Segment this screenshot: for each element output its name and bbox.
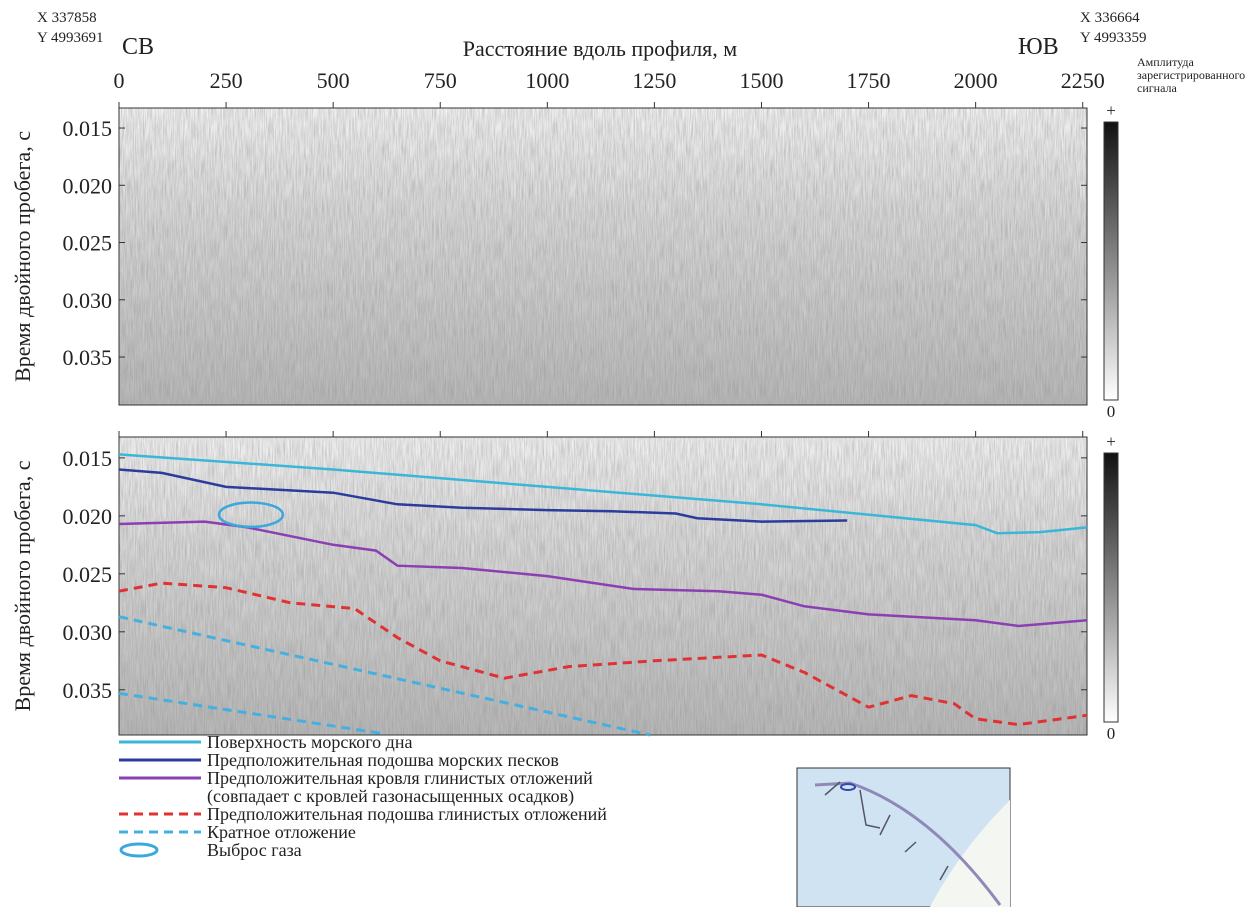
legend-label: Предположительная кровля глинистых отлож… <box>207 769 593 805</box>
y-tick-label: 0.025 <box>63 231 113 256</box>
legend-swatch <box>119 751 201 769</box>
y-tick-label: 0.020 <box>63 173 113 198</box>
colorbar-min: 0 <box>1107 724 1116 743</box>
legend-ellipse <box>121 844 157 856</box>
legend-entry: Выброс газа <box>119 841 607 859</box>
y-tick-label: 0.020 <box>63 504 113 529</box>
legend-entry: Кратное отложение <box>119 823 607 841</box>
corner-y: Y 4993691 <box>37 30 104 46</box>
colorbar <box>1104 122 1118 400</box>
colorbar-max: + <box>1106 432 1116 451</box>
x-tick-label: 250 <box>210 68 243 93</box>
legend-swatch <box>119 805 201 823</box>
legend-entry: Предположительная кровля глинистых отлож… <box>119 769 607 805</box>
legend-swatch <box>119 769 201 787</box>
x-tick-label: 1750 <box>847 68 891 93</box>
inset-map <box>797 768 1010 907</box>
y-tick-label: 0.030 <box>63 620 113 645</box>
x-tick-label: 750 <box>424 68 457 93</box>
legend-swatch <box>119 823 201 841</box>
colorbar-title: зарегистрированного <box>1137 68 1245 82</box>
corner-x: X 337858 <box>37 10 97 26</box>
colorbar-title: Амплитуда <box>1137 55 1195 69</box>
x-tick-label: 1500 <box>739 68 783 93</box>
legend-label: Предположительная подошва глинистых отло… <box>207 805 607 823</box>
x-tick-label: 500 <box>317 68 350 93</box>
y-tick-label: 0.015 <box>63 446 113 471</box>
figure: X 337858 Y 4993691 СВ X 336664 Y 4993359… <box>0 0 1259 907</box>
colorbar <box>1104 453 1118 722</box>
legend-swatch <box>119 733 201 751</box>
x-axis-label: Расстояние вдоль профиля, м <box>463 36 738 61</box>
x-tick-label: 2250 <box>1061 68 1105 93</box>
seismic-texture <box>119 108 1087 405</box>
x-tick-label: 2000 <box>954 68 998 93</box>
y-tick-label: 0.025 <box>63 562 113 587</box>
legend-entry: Предположительная подошва морских песков <box>119 751 607 769</box>
y-tick-label: 0.035 <box>63 678 113 703</box>
legend-label: Выброс газа <box>207 841 302 859</box>
colorbar-title: сигнала <box>1137 81 1178 95</box>
legend-swatch <box>119 841 201 859</box>
seismic-texture <box>119 437 1087 735</box>
corner-label: ЮВ <box>1018 34 1059 60</box>
x-tick-label: 1250 <box>632 68 676 93</box>
y-tick-label: 0.030 <box>63 288 113 313</box>
colorbar-max: + <box>1106 101 1116 120</box>
colorbar-min: 0 <box>1107 402 1116 421</box>
corner-y: Y 4993359 <box>1080 30 1147 46</box>
x-tick-label: 1000 <box>525 68 569 93</box>
y-tick-label: 0.015 <box>63 116 113 141</box>
legend-label: Поверхность морского дна <box>207 733 412 751</box>
corner-label: СВ <box>122 34 154 60</box>
y-axis-label: Время двойного пробега, с <box>10 131 35 382</box>
x-tick-label: 0 <box>114 68 125 93</box>
legend-entry: Поверхность морского дна <box>119 733 607 751</box>
y-tick-label: 0.035 <box>63 345 113 370</box>
y-axis-label: Время двойного пробега, с <box>10 460 35 711</box>
legend-label: Кратное отложение <box>207 823 356 841</box>
legend-entry: Предположительная подошва глинистых отло… <box>119 805 607 823</box>
corner-x: X 336664 <box>1080 10 1140 26</box>
legend-label: Предположительная подошва морских песков <box>207 751 559 769</box>
